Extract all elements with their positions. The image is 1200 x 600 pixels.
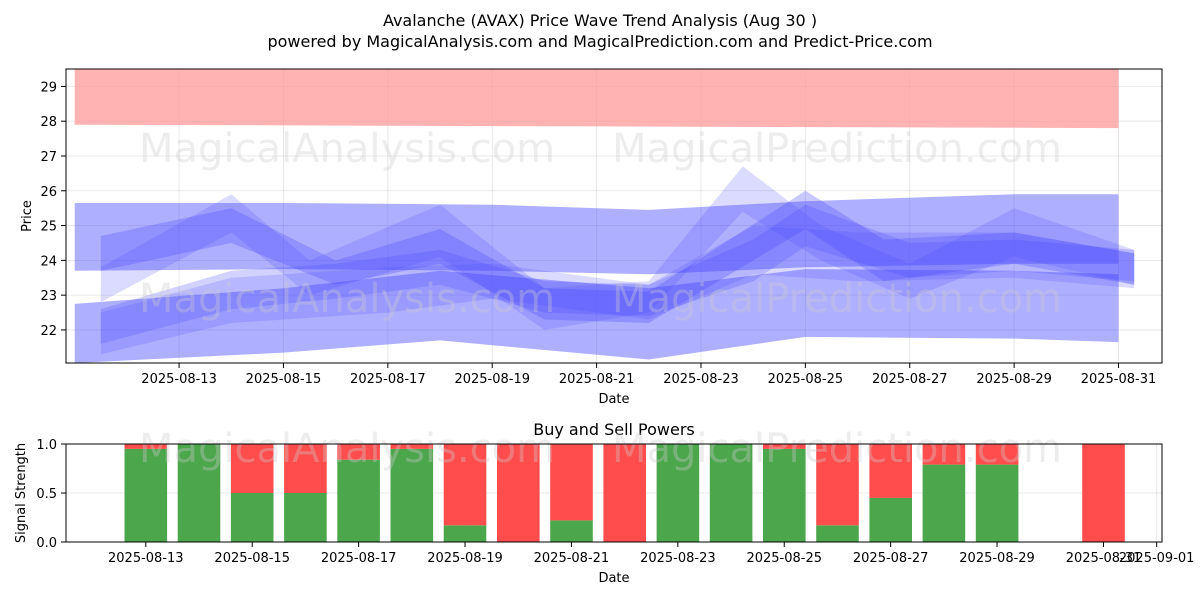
sell-bar <box>816 444 859 526</box>
wave-band <box>100 190 1135 323</box>
price-y-tick-label: 27 <box>40 150 57 165</box>
signal-x-tick-label: 2025-09-01 <box>1119 551 1195 566</box>
signal-x-tick-label: 2025-08-21 <box>534 551 610 566</box>
price-x-tick-label: 2025-08-23 <box>663 372 739 387</box>
watermark-prediction: MagicalPrediction.com <box>612 426 1062 472</box>
chart-subtitle: powered by MagicalAnalysis.com and Magic… <box>267 32 932 51</box>
price-x-tick-label: 2025-08-27 <box>872 372 948 387</box>
signal-x-axis-label: Date <box>598 571 629 586</box>
signal-x-tick-label: 2025-08-19 <box>427 551 503 566</box>
price-x-axis-label: Date <box>598 392 629 407</box>
price-y-tick-label: 22 <box>40 324 57 339</box>
sell-bar <box>284 444 327 493</box>
buy-bar <box>709 444 753 542</box>
signal-x-tick-label: 2025-08-31 <box>1066 551 1142 566</box>
signal-x-tick-label: 2025-08-29 <box>959 551 1035 566</box>
buy-bar <box>390 448 434 542</box>
sell-bar <box>124 444 168 449</box>
buy-bar <box>763 448 806 542</box>
price-y-tick-label: 25 <box>40 220 57 235</box>
resistance-band <box>74 69 1119 129</box>
signal-x-tick-label: 2025-08-15 <box>214 551 290 566</box>
buy-bar <box>337 459 380 542</box>
signal-chart-title: Buy and Sell Powers <box>533 420 695 439</box>
buy-bar <box>284 493 327 542</box>
sell-bar <box>603 444 646 542</box>
price-y-tick-label: 24 <box>40 254 57 269</box>
sell-bar <box>975 444 1019 465</box>
price-y-tick-label: 23 <box>40 289 57 304</box>
price-y-axis-label: Price <box>20 200 35 232</box>
signal-x-tick-label: 2025-08-13 <box>108 551 184 566</box>
sell-bar <box>763 444 806 449</box>
sell-bar <box>497 444 540 542</box>
price-y-tick-label: 28 <box>40 115 57 130</box>
sell-bar <box>390 444 434 449</box>
buy-bar <box>922 464 966 542</box>
signal-x-tick-label: 2025-08-27 <box>853 551 929 566</box>
signal-y-axis-label: Signal Strength <box>14 443 29 543</box>
sell-bar <box>922 444 966 465</box>
buy-bar <box>975 464 1019 542</box>
buy-bar <box>550 520 593 542</box>
wave-band <box>100 204 1135 344</box>
price-x-tick-label: 2025-08-17 <box>350 372 426 387</box>
wave-band <box>100 166 1135 330</box>
signal-y-tick-label: 1.0 <box>36 438 57 453</box>
price-y-tick-label: 29 <box>40 80 57 95</box>
wave-band <box>74 194 1119 275</box>
price-x-tick-label: 2025-08-29 <box>976 372 1052 387</box>
chart-title: Avalanche (AVAX) Price Wave Trend Analys… <box>383 11 817 30</box>
watermark-analysis: MagicalAnalysis.com <box>139 276 555 322</box>
buy-bar <box>124 448 168 542</box>
signal-x-tick-label: 2025-08-17 <box>321 551 397 566</box>
price-x-tick-label: 2025-08-19 <box>454 372 530 387</box>
price-y-tick-label: 26 <box>40 185 57 200</box>
price-x-tick-label: 2025-08-13 <box>141 372 217 387</box>
watermark-prediction: MagicalPrediction.com <box>612 126 1062 172</box>
buy-bar <box>177 444 221 542</box>
buy-bar <box>443 525 487 542</box>
signal-panel: Buy and Sell Powers MagicalAnalysis.com M… <box>14 420 1194 586</box>
signal-y-tick-label: 0.0 <box>36 536 57 551</box>
price-x-tick-label: 2025-08-15 <box>246 372 322 387</box>
sell-bar <box>550 444 593 521</box>
wave-bands <box>74 69 1135 363</box>
sell-bar <box>230 444 274 493</box>
buy-bar <box>816 525 859 542</box>
sell-bar <box>1082 444 1125 542</box>
wave-band <box>74 269 1119 363</box>
buy-bar <box>869 497 912 542</box>
buy-bar <box>230 493 274 542</box>
sell-bar <box>443 444 487 526</box>
price-plot-frame <box>65 68 1163 364</box>
signal-y-tick-label: 0.5 <box>36 487 57 502</box>
signal-x-tick-label: 2025-08-25 <box>746 551 822 566</box>
price-x-tick-label: 2025-08-31 <box>1081 372 1157 387</box>
watermark-analysis: MagicalAnalysis.com <box>139 426 555 472</box>
buy-bar <box>656 444 700 542</box>
signal-x-tick-label: 2025-08-23 <box>640 551 716 566</box>
sell-bar <box>869 444 912 498</box>
price-x-tick-label: 2025-08-21 <box>559 372 635 387</box>
price-panel: MagicalAnalysis.com MagicalPrediction.com… <box>20 68 1163 407</box>
watermark-analysis: MagicalAnalysis.com <box>139 126 555 172</box>
signal-bars <box>124 444 1125 542</box>
sell-bar <box>337 444 380 460</box>
wave-band <box>100 225 1135 355</box>
watermark-prediction: MagicalPrediction.com <box>612 276 1062 322</box>
price-x-tick-label: 2025-08-25 <box>768 372 844 387</box>
